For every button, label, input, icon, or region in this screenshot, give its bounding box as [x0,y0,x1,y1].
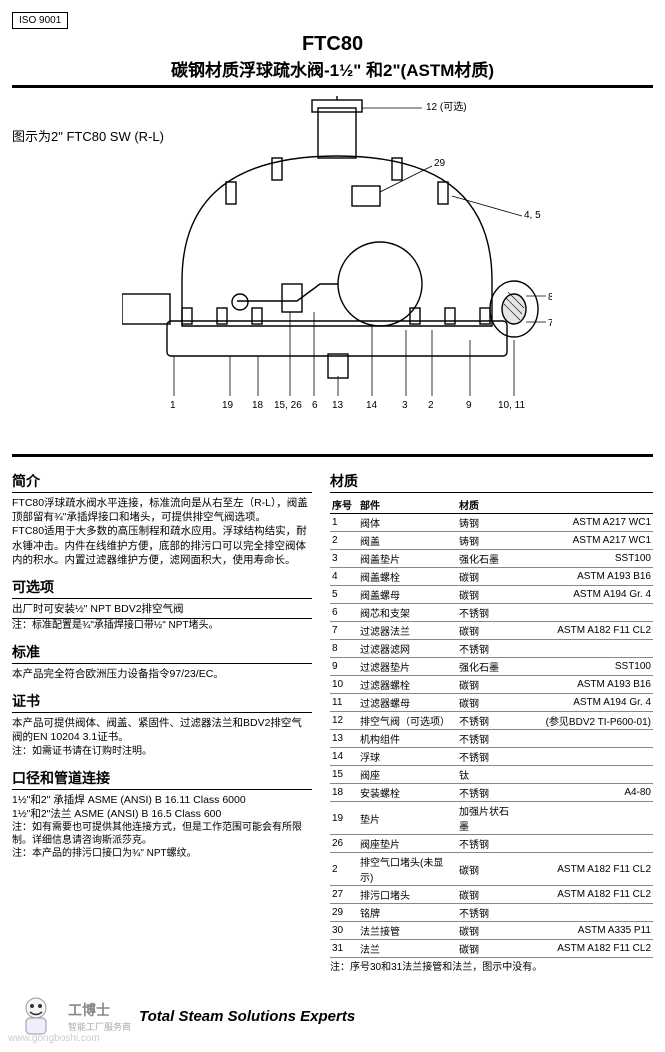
right-column: 材质 序号 部件 材质 1阀体铸钢ASTM A217 WC12阀盖铸钢ASTM … [330,461,653,974]
materials-table: 序号 部件 材质 1阀体铸钢ASTM A217 WC12阀盖铸钢ASTM A21… [330,496,653,958]
section-intro-title: 简介 [12,471,312,493]
model-title: FTC80 [12,33,653,56]
tagline: Total Steam Solutions Experts [139,1008,355,1025]
callout-b-14: 14 [366,400,378,411]
options-note: 注：标准配置是¾"承插焊接口带½" NPT堵头。 [12,619,312,632]
callout-b-13: 13 [332,400,344,411]
table-row: 4阀盖螺栓碳钢ASTM A193 B16 [330,568,653,586]
callout-b-2: 2 [428,400,434,411]
intro-p1: FTC80浮球疏水阀水平连接，标准流向是从右至左（R-L），阀盖顶部留有¾"承插… [12,496,312,524]
table-row: 2阀盖铸钢ASTM A217 WC1 [330,532,653,550]
brand-text: 工博士 智能工厂服务商 [68,1000,131,1033]
callout-b-18: 18 [252,400,264,411]
callout-b-9: 9 [466,400,472,411]
table-row: 11过滤器螺母碳钢ASTM A194 Gr. 4 [330,694,653,712]
callout-b-1011: 10, 11 [498,400,525,411]
sub-title: 碳钢材质浮球疏水阀-1½" 和2"(ASTM材质) [12,56,653,81]
table-row: 19垫片加强片状石墨 [330,802,653,835]
valve-diagram: 12 (可选) 29 4, 5 8 7 1 19 18 15, 26 6 13 … [122,96,552,436]
table-row: 2排空气口堵头(未显示)碳钢ASTM A182 F11 CL2 [330,853,653,886]
table-row: 8过滤器滤网不锈钢 [330,640,653,658]
table-row: 5阀盖螺母碳钢ASTM A194 Gr. 4 [330,586,653,604]
table-row: 1阀体铸钢ASTM A217 WC1 [330,514,653,532]
callout-b-6: 6 [312,400,318,411]
table-row: 15阀座钛 [330,766,653,784]
table-row: 30法兰接管碳钢ASTM A335 P11 [330,922,653,940]
callout-8: 8 [548,292,552,303]
callout-4-5: 4, 5 [524,210,541,221]
brand-cn: 工博士 [68,1000,131,1020]
figure-area: 图示为2" FTC80 SW (R-L) [12,96,653,446]
intro-p2: FTC80适用于大多数的高压制程和疏水应用。浮球结构结实，耐水锤冲击。内件在线维… [12,524,312,567]
section-materials-title: 材质 [330,471,653,493]
brand-sub: 智能工厂服务商 [68,1020,131,1033]
rule-top [12,85,653,88]
table-row: 27排污口堵头碳钢ASTM A182 F11 CL2 [330,886,653,904]
section-conn-title: 口径和管道连接 [12,768,312,790]
materials-header-row: 序号 部件 材质 [330,496,653,514]
table-row: 9过滤器垫片强化石墨SST100 [330,658,653,676]
options-line: 出厂时可安装½" NPT BDV2排空气阀 [12,602,312,619]
cert-note: 注：如需证书请在订购时注明。 [12,745,312,758]
callout-7: 7 [548,318,552,329]
table-row: 7过滤器法兰碳钢ASTM A182 F11 CL2 [330,622,653,640]
th-part: 部件 [358,496,457,514]
callout-b-3: 3 [402,400,408,411]
conn-l2: 1½"和2"法兰 ASME (ANSI) B 16.5 Class 600 [12,807,312,821]
th-material: 材质 [457,496,653,514]
iso-label: ISO 9001 [12,12,68,29]
table-row: 14浮球不锈钢 [330,748,653,766]
title-block: FTC80 碳钢材质浮球疏水阀-1½" 和2"(ASTM材质) [12,33,653,81]
footer: 工博士 智能工厂服务商 Total Steam Solutions Expert… [12,992,653,1040]
callout-b-19: 19 [222,400,234,411]
conn-n2: 注：本产品的排污口接口为¾" NPT螺纹。 [12,847,312,860]
th-no: 序号 [330,496,358,514]
table-row: 18安装螺栓不锈钢A4-80 [330,784,653,802]
section-standard-title: 标准 [12,642,312,664]
callout-b-1: 1 [170,400,176,411]
cert-text: 本产品可提供阀体、阀盖、紧固件、过滤器法兰和BDV2排空气阀的EN 10204 … [12,716,312,744]
conn-n1: 注：如有需要也可提供其他连接方式，但是工作范围可能会有所限制。详细信息请咨询斯派… [12,821,312,847]
table-row: 13机构组件不锈钢 [330,730,653,748]
watermark: www.gongboshi.com [8,1033,100,1044]
standard-text: 本产品完全符合欧洲压力设备指令97/23/EC。 [12,667,312,681]
table-row: 29铭牌不锈钢 [330,904,653,922]
materials-note: 注：序号30和31法兰接管和法兰，图示中没有。 [330,961,653,974]
rule-mid [12,454,653,457]
table-row: 31法兰碳钢ASTM A182 F11 CL2 [330,940,653,958]
table-row: 6阀芯和支架不锈钢 [330,604,653,622]
left-column: 简介 FTC80浮球疏水阀水平连接，标准流向是从右至左（R-L），阀盖顶部留有¾… [12,461,312,974]
table-row: 10过滤器螺栓碳钢ASTM A193 B16 [330,676,653,694]
columns: 简介 FTC80浮球疏水阀水平连接，标准流向是从右至左（R-L），阀盖顶部留有¾… [12,461,653,974]
table-row: 12排空气阀（可选项）不锈钢(参见BDV2 TI-P600-01) [330,712,653,730]
conn-l1: 1½"和2" 承插焊 ASME (ANSI) B 16.11 Class 600… [12,793,312,807]
callout-12: 12 (可选) [426,100,467,113]
callout-b-1526: 15, 26 [274,400,302,411]
table-row: 26阀座垫片不锈钢 [330,835,653,853]
section-options-title: 可选项 [12,577,312,599]
section-cert-title: 证书 [12,691,312,713]
table-row: 3阀盖垫片强化石墨SST100 [330,550,653,568]
callout-29: 29 [434,158,446,169]
